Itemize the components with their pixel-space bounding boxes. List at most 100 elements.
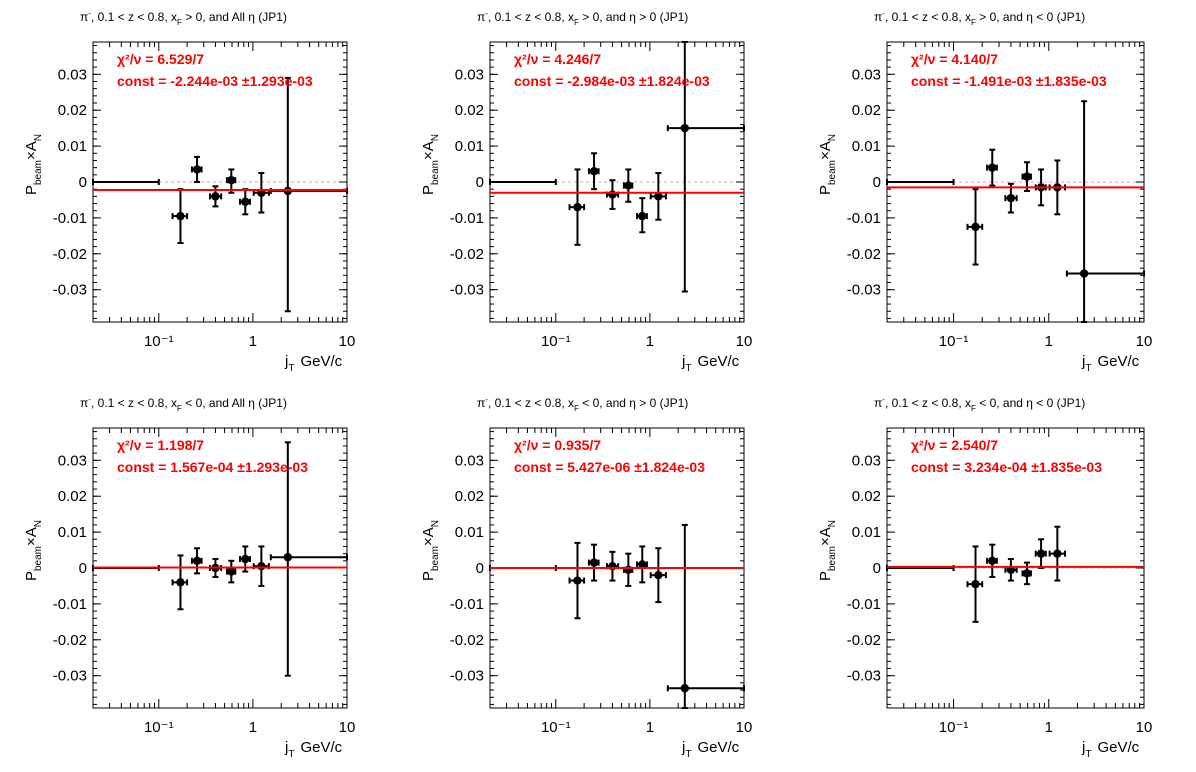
data-point	[605, 179, 620, 210]
chi2-label: χ²/ν = 0.935/7	[514, 437, 601, 453]
data-marker	[589, 558, 599, 567]
data-marker	[971, 579, 980, 589]
const-label: const = -2.244e-03 ±1.293e-03	[117, 73, 313, 89]
data-marker	[192, 165, 202, 174]
y-tick-label: -0.02	[53, 246, 87, 263]
data-point	[622, 168, 634, 203]
y-tick-label: 0.03	[852, 452, 881, 469]
data-point	[208, 185, 223, 208]
data-marker	[638, 560, 647, 569]
data-point	[636, 545, 648, 584]
data-marker	[1022, 172, 1032, 181]
data-marker	[211, 192, 220, 201]
chi2-label: χ²/ν = 2.540/7	[911, 437, 998, 453]
const-label: const = 1.567e-04 ±1.293e-03	[117, 459, 308, 475]
data-point	[1021, 561, 1032, 586]
data-point	[986, 543, 998, 578]
y-tick-label: 0.02	[852, 102, 881, 119]
data-point	[239, 188, 251, 216]
y-axis-title: Pbeam×AN	[23, 134, 44, 195]
data-point	[666, 41, 745, 293]
y-tick-label: 0.01	[852, 138, 881, 155]
y-tick-label: -0.02	[450, 246, 484, 263]
x-tick-label: 1	[249, 333, 257, 350]
data-marker	[971, 222, 980, 232]
panel-title: π-, 0.1 < z < 0.8, xF < 0, and η > 0 (JP…	[477, 395, 688, 413]
data-point	[636, 197, 648, 234]
data-marker	[654, 570, 663, 580]
y-tick-label: 0	[873, 560, 881, 577]
x-axis-title: jT GeV/c	[681, 353, 740, 374]
data-point	[1065, 100, 1145, 323]
panel-1: π-, 0.1 < z < 0.8, xF > 0, and All η (JP…	[23, 9, 355, 374]
x-tick-label: 1	[646, 719, 654, 736]
y-axis-title: Pbeam×AN	[817, 134, 838, 195]
y-tick-label: 0.02	[852, 488, 881, 505]
y-tick-label: -0.02	[847, 246, 881, 263]
data-marker	[1036, 549, 1046, 558]
data-marker	[654, 192, 663, 201]
panel-title: π-, 0.1 < z < 0.8, xF < 0, and All η (JP…	[80, 395, 287, 413]
data-marker	[589, 167, 599, 176]
y-tick-label: -0.03	[847, 282, 881, 299]
x-tick-label: 10⁻¹	[541, 719, 571, 736]
y-tick-label: 0.03	[58, 66, 87, 83]
x-tick-label: 1	[1045, 719, 1053, 736]
data-point	[269, 76, 348, 313]
data-marker	[192, 556, 202, 566]
data-point	[225, 559, 237, 584]
data-marker	[680, 123, 690, 133]
y-tick-label: 0.01	[58, 138, 87, 155]
data-marker	[1079, 269, 1089, 278]
x-tick-label: 10	[1136, 719, 1153, 736]
x-tick-label: 10⁻¹	[541, 333, 571, 350]
chi2-label: χ²/ν = 1.198/7	[117, 437, 204, 453]
data-point	[269, 441, 348, 677]
panel-title: π-, 0.1 < z < 0.8, xF > 0, and η > 0 (JP…	[477, 9, 688, 27]
y-tick-label: -0.01	[53, 596, 87, 613]
x-tick-label: 1	[646, 333, 654, 350]
x-axis-title: jT GeV/c	[284, 353, 343, 374]
data-point	[966, 545, 984, 623]
y-tick-label: -0.03	[847, 668, 881, 685]
y-tick-label: -0.03	[53, 282, 87, 299]
chi2-label: χ²/ν = 6.529/7	[117, 51, 204, 67]
y-tick-label: 0	[873, 174, 881, 191]
y-axis-title: Pbeam×AN	[420, 134, 441, 195]
data-point	[252, 545, 270, 587]
data-point	[966, 188, 984, 266]
panel-title: π-, 0.1 < z < 0.8, xF > 0, and η < 0 (JP…	[874, 9, 1085, 27]
data-point	[886, 179, 955, 185]
data-point	[171, 554, 189, 611]
x-tick-label: 10⁻¹	[939, 333, 969, 350]
y-tick-label: 0.02	[455, 102, 484, 119]
y-tick-label: 0	[476, 560, 484, 577]
y-tick-label: -0.01	[847, 596, 881, 613]
y-tick-label: 0	[79, 560, 87, 577]
data-marker	[680, 684, 690, 693]
data-marker	[608, 562, 617, 571]
panel-title: π-, 0.1 < z < 0.8, xF > 0, and All η (JP…	[80, 9, 287, 27]
y-tick-label: -0.03	[53, 668, 87, 685]
y-tick-label: 0.03	[455, 452, 484, 469]
data-marker	[227, 567, 236, 576]
data-point	[225, 168, 237, 194]
y-tick-label: 0.01	[852, 524, 881, 541]
data-point	[666, 523, 745, 709]
const-label: const = -2.984e-03 ±1.824e-03	[514, 73, 710, 89]
data-point	[649, 547, 667, 604]
data-point	[190, 547, 203, 575]
data-point	[605, 550, 620, 582]
x-tick-label: 1	[249, 719, 257, 736]
y-tick-label: -0.02	[450, 632, 484, 649]
data-point	[1048, 525, 1066, 582]
y-tick-label: 0.01	[455, 524, 484, 541]
data-point	[1004, 558, 1018, 582]
const-label: const = 3.234e-04 ±1.835e-03	[911, 459, 1102, 475]
x-tick-label: 10	[1136, 333, 1153, 350]
panel-title: π-, 0.1 < z < 0.8, xF < 0, and η < 0 (JP…	[874, 395, 1085, 413]
y-axis-title: Pbeam×AN	[817, 520, 838, 581]
x-tick-label: 10	[736, 333, 753, 350]
x-axis-title: jT GeV/c	[681, 739, 740, 760]
